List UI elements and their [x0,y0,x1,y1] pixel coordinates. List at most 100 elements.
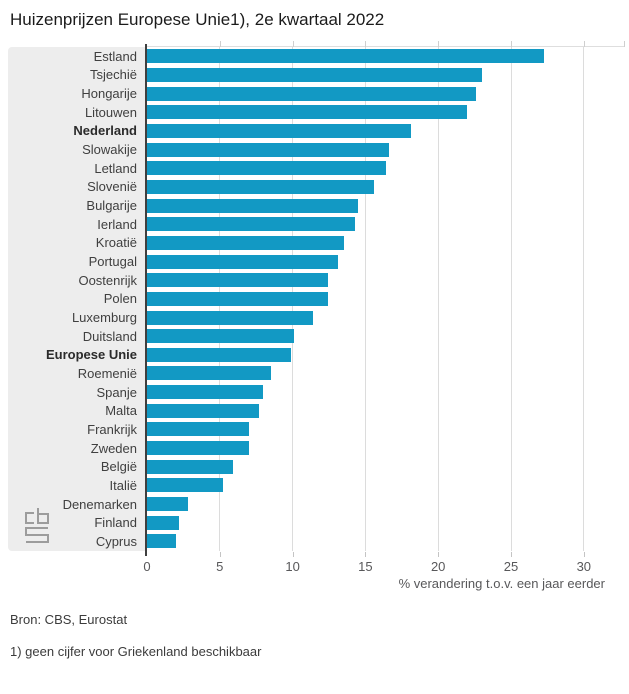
country-label: Kroatië [95,235,137,251]
chart-row: Bulgarije [8,196,625,215]
chart-row: Duitsland [8,327,625,346]
bar-track [147,329,625,344]
chart-row: Italië [8,476,625,495]
chart-row: Nederland [8,122,625,141]
top-tick [583,41,585,47]
x-tick-label: 10 [285,559,300,574]
country-label: Cyprus [95,533,137,549]
page: Huizenprijzen Europese Unie1), 2e kwarta… [0,10,629,694]
bar [147,291,328,306]
x-axis: % verandering t.o.v. een jaar eerder 0 5 1… [8,551,625,592]
bar [147,422,249,437]
bottom-tick [219,552,221,557]
bar [147,385,264,400]
country-label: België [100,459,137,475]
gridline [437,47,439,551]
country-label: Bulgarije [86,198,137,214]
country-label: Portugal [88,254,137,270]
bar-track [147,310,625,325]
bar [147,459,233,474]
chart-row: Hongarije [8,84,625,103]
chart-row: Cyprus [8,532,625,551]
bar [147,235,344,250]
chart-row: Finland [8,513,625,532]
country-label: Estland [93,48,137,64]
chart-row: België [8,457,625,476]
country-label: Spanje [96,384,137,400]
x-tick-label: 5 [216,559,224,574]
bar-track [147,497,625,512]
x-tick-label: 0 [143,559,151,574]
country-label: Nederland [73,123,137,139]
chart-row: Letland [8,159,625,178]
bar-track [147,441,625,456]
bar [147,86,477,101]
country-label: Europese Unie [45,347,137,363]
bar-track [147,49,625,64]
bar [147,497,188,512]
bar [147,329,295,344]
bar-track [147,142,625,157]
country-label: Duitsland [82,328,137,344]
bar-track [147,385,625,400]
country-label: Denemarken [62,496,137,512]
x-tick-label: 15 [358,559,373,574]
bar [147,67,482,82]
bar-track [147,347,625,362]
chart-row: Europese Unie [8,346,625,365]
country-label: Finland [94,515,137,531]
bar [147,515,180,530]
bar [147,534,177,549]
country-label: Slovenië [87,179,137,195]
chart-title: Huizenprijzen Europese Unie1), 2e kwarta… [10,10,385,29]
bar [147,273,328,288]
bar [147,142,389,157]
chart-row: Portugal [8,252,625,271]
bar-track [147,235,625,250]
x-tick-label: 30 [576,559,592,574]
bar-track [147,534,625,549]
chart-row: Litouwen [8,103,625,122]
chart-row: Denemarken [8,495,625,514]
top-tick [511,41,512,47]
bar [147,403,260,418]
bar [147,179,375,194]
chart-row: Luxemburg [8,308,625,327]
x-tick-label: 20 [430,559,446,574]
bar-track [147,478,625,493]
country-label: Luxemburg [71,310,137,326]
country-label: Polen [103,291,137,307]
chart-row: Spanje [8,383,625,402]
bar [147,347,292,362]
chart-row: Kroatië [8,234,625,253]
x-tick-label: 25 [503,559,519,574]
category-label-panel [8,47,145,551]
country-label: Frankrijk [87,421,137,437]
chart-row: Oostenrijk [8,271,625,290]
bar [147,478,223,493]
bar-track [147,217,625,232]
chart-row: Slowakije [8,140,625,159]
country-label: Roemenië [77,365,137,381]
country-label: Malta [105,403,137,419]
bottom-tick [365,552,367,557]
top-tick [624,41,625,47]
bar-track [147,105,625,120]
country-label: Hongarije [81,86,137,102]
y-axis-line [145,44,147,556]
bar-track [147,366,625,381]
bar-track [147,422,625,437]
chart-row: Slovenië [8,178,625,197]
bar-track [147,403,625,418]
top-tick [292,41,294,47]
bar [147,441,249,456]
bar [147,310,313,325]
chart-row: Roemenië [8,364,625,383]
country-label: Zweden [90,440,137,456]
chart-row: Polen [8,290,625,309]
plot-top-border [147,46,625,47]
top-tick [219,41,221,47]
bar [147,217,356,232]
country-label: Tsjechië [90,67,137,83]
bar-track [147,123,625,138]
